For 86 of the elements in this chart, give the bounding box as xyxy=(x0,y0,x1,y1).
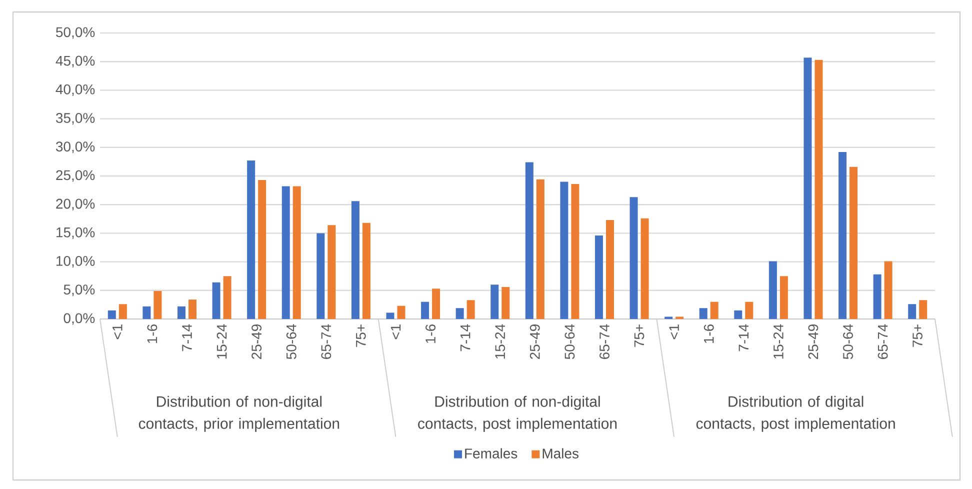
bar xyxy=(316,233,325,319)
bar xyxy=(571,184,580,319)
bar xyxy=(780,276,788,319)
bar xyxy=(177,306,186,319)
y-tick-label: 25,0% xyxy=(56,170,95,182)
bar xyxy=(873,274,882,319)
bar xyxy=(804,58,812,319)
bar xyxy=(421,302,430,319)
x-tick-label: 25-49 xyxy=(808,324,818,359)
x-tick-label: 75+ xyxy=(634,324,644,347)
x-tick-label: 50-64 xyxy=(843,324,853,360)
bar xyxy=(536,179,544,319)
bar xyxy=(386,312,394,319)
text: Distribution of non-digital contacts, post implementation xyxy=(418,396,617,432)
x-tick-label: 25-49 xyxy=(252,324,262,359)
y-tick-label: 30,0% xyxy=(56,142,95,154)
bar xyxy=(630,197,638,319)
bar xyxy=(525,162,534,319)
y-tick-label: 45,0% xyxy=(56,56,95,68)
bar xyxy=(258,180,266,319)
y-tick-label: 35,0% xyxy=(56,113,95,125)
legend-label: Males xyxy=(542,448,578,458)
y-tick-label: 40,0% xyxy=(56,84,95,96)
bar xyxy=(247,160,256,319)
bar xyxy=(606,220,614,319)
bar xyxy=(640,218,649,319)
x-tick-label: 65-74 xyxy=(600,324,610,359)
bar xyxy=(502,286,510,319)
legend-label: Females xyxy=(465,448,518,458)
bar xyxy=(118,304,127,319)
y-tick-label: 15,0% xyxy=(56,227,95,239)
x-tick-label: 1-6 xyxy=(426,324,436,344)
y-tick-label: 10,0% xyxy=(56,256,95,268)
bar xyxy=(734,310,742,319)
bar xyxy=(292,186,301,319)
bar xyxy=(908,304,916,319)
bar xyxy=(351,201,360,319)
x-tick-label: 1-6 xyxy=(704,324,714,344)
bar xyxy=(397,306,406,319)
x-tick-label: 75+ xyxy=(912,324,922,347)
x-tick-label: 50-64 xyxy=(286,324,296,360)
y-tick-label: 50,0% xyxy=(56,27,95,39)
bar xyxy=(594,235,603,319)
bar xyxy=(490,284,499,319)
x-tick-label: 15-24 xyxy=(495,324,506,359)
x-tick-label: 15-24 xyxy=(216,324,227,359)
bar xyxy=(282,186,290,319)
bar xyxy=(432,288,440,319)
bar xyxy=(108,310,116,319)
bar xyxy=(884,261,892,319)
bar xyxy=(142,306,151,319)
x-tick-label: 25-49 xyxy=(530,324,540,359)
x-tick-label: 65-74 xyxy=(878,324,888,359)
y-tick-label: 0,0% xyxy=(64,313,95,325)
bar xyxy=(466,300,475,319)
bar xyxy=(212,282,220,319)
y-tick-label: 20,0% xyxy=(56,198,95,210)
bar xyxy=(768,261,777,319)
x-tick-label: 7-14 xyxy=(460,324,470,352)
text: Distribution of non-digital contacts, prior implementation xyxy=(138,396,340,432)
x-tick-label: 1-6 xyxy=(147,324,158,344)
bar xyxy=(154,290,162,319)
x-tick-label: <1 xyxy=(390,324,401,340)
x-tick-label: 15-24 xyxy=(773,324,784,359)
x-tick-label: 65-74 xyxy=(321,324,332,359)
bar xyxy=(710,302,718,319)
x-tick-label: 7-14 xyxy=(738,324,748,352)
x-tick-label: 50-64 xyxy=(564,324,575,360)
bar xyxy=(699,308,708,319)
bar xyxy=(362,222,370,319)
bar xyxy=(560,182,568,319)
bar xyxy=(745,302,754,319)
bar xyxy=(456,308,464,319)
x-tick-label: 7-14 xyxy=(182,324,192,352)
x-tick-label: 75+ xyxy=(356,324,366,347)
bar xyxy=(188,300,196,319)
bar xyxy=(919,300,928,319)
bar xyxy=(328,225,336,319)
text: Distribution of digital contacts, post implementation xyxy=(696,396,895,432)
bar xyxy=(850,166,858,319)
x-tick-label: <1 xyxy=(669,324,679,340)
bar xyxy=(814,60,823,319)
x-tick-label: <1 xyxy=(112,324,122,340)
y-tick-label: 5,0% xyxy=(64,284,95,296)
bar xyxy=(838,152,847,319)
bar xyxy=(223,276,232,319)
